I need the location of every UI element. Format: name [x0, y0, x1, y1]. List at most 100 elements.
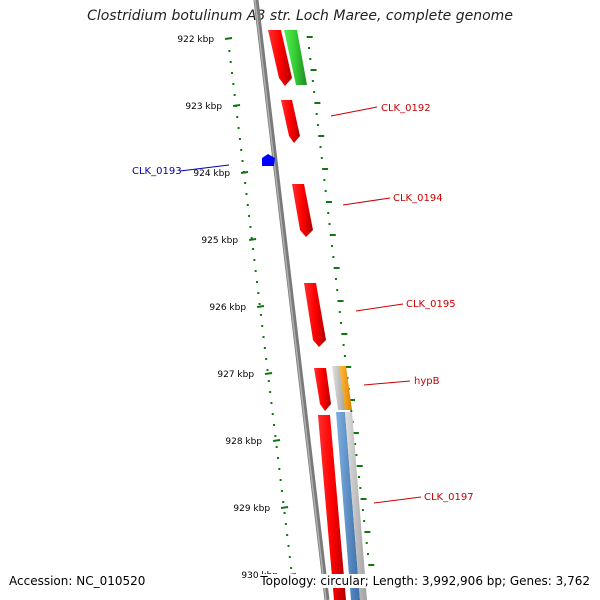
map-title: Clostridium botulinum A3 str. Loch Maree… — [87, 8, 513, 24]
track-dot — [327, 212, 330, 214]
gene-label-clk-0195[interactable]: CLK_0195 — [406, 299, 456, 310]
track-dot — [320, 157, 323, 159]
gene-label-clk-0194[interactable]: CLK_0194 — [393, 193, 443, 204]
genome-summary-text: Topology: circular; Length: 3,992,906 bp… — [258, 574, 590, 588]
track-dot — [328, 223, 331, 225]
leader-line-clk-0195 — [355, 303, 404, 312]
position-tick — [272, 439, 281, 442]
track-dot — [329, 234, 336, 236]
track-dot — [306, 36, 313, 38]
track-dot — [350, 410, 353, 412]
track-dot — [311, 80, 314, 82]
gene-feature-hypb[interactable] — [339, 366, 352, 410]
track-dot — [282, 501, 285, 503]
track-dot — [255, 281, 258, 283]
track-dot — [354, 443, 357, 445]
track-dot — [363, 520, 366, 522]
track-dot — [254, 270, 257, 272]
track-dot — [315, 113, 318, 115]
position-tick-label: 923 kbp — [185, 102, 222, 112]
track-dot — [234, 105, 237, 107]
track-dot — [314, 102, 321, 104]
track-dot — [265, 358, 268, 360]
gene-label-clk-0193[interactable]: CLK_0193 — [132, 166, 182, 177]
track-dot — [290, 567, 293, 569]
track-dot — [279, 479, 282, 481]
gene-label-clk-0197[interactable]: CLK_0197 — [424, 492, 474, 503]
gene-feature-clk-0194[interactable] — [292, 184, 313, 237]
track-dot — [331, 245, 334, 247]
track-dot — [358, 476, 361, 478]
track-dot — [325, 201, 332, 203]
position-tick-label: 924 kbp — [193, 169, 230, 179]
gene-feature-clk-0193[interactable] — [262, 154, 275, 166]
leader-line-clk-0194 — [342, 197, 391, 206]
position-tick — [248, 238, 257, 241]
accession-text: Accession: NC_010520 — [9, 574, 146, 588]
gene-label-hypb[interactable]: hypB — [414, 376, 440, 387]
track-dot — [337, 300, 344, 302]
track-dot — [352, 432, 359, 434]
gene-feature-upstream-green[interactable] — [284, 30, 307, 85]
position-tick-label: 925 kbp — [201, 236, 238, 246]
track-dot — [319, 146, 322, 148]
track-dot — [313, 91, 316, 93]
gene-feature-clk-0197-red[interactable] — [318, 415, 346, 600]
track-dot — [283, 512, 286, 514]
gene-feature-clk-0197-grey[interactable] — [345, 412, 367, 600]
track-dot — [253, 259, 256, 261]
leader-line-clk-0197 — [373, 496, 422, 504]
gene-feature-clk-0195[interactable] — [304, 283, 326, 347]
track-dot — [345, 366, 352, 368]
track-dot — [286, 534, 289, 536]
gene-feature-upstream-red[interactable] — [268, 30, 292, 86]
track-dot — [284, 523, 287, 525]
track-dot — [244, 182, 247, 184]
track-dot — [269, 391, 272, 393]
position-tick — [280, 506, 289, 509]
leader-line-clk-0192 — [330, 106, 378, 117]
track-dot — [324, 190, 327, 192]
track-dot — [276, 457, 279, 459]
track-dot — [360, 498, 367, 500]
track-dot — [361, 509, 364, 511]
track-dot — [233, 94, 236, 96]
track-dot — [334, 278, 337, 280]
track-dot — [238, 138, 241, 140]
track-dot — [271, 413, 274, 415]
gene-label-clk-0192[interactable]: CLK_0192 — [381, 103, 431, 114]
track-dot — [231, 72, 234, 74]
track-dot — [262, 336, 265, 338]
position-tick-label: 922 kbp — [177, 35, 214, 45]
track-dot — [270, 402, 273, 404]
position-tick-label: 926 kbp — [209, 303, 246, 313]
track-dot — [288, 556, 291, 558]
track-dot — [332, 256, 335, 258]
track-dot — [287, 545, 290, 547]
track-dot — [245, 193, 248, 195]
genome-backbone — [253, 0, 330, 600]
position-tick — [224, 37, 233, 40]
track-dot — [322, 168, 329, 170]
track-dot — [316, 124, 319, 126]
gene-feature-clk-0192[interactable] — [281, 100, 300, 143]
gene-feature-red-hypb-region[interactable] — [314, 368, 331, 411]
track-dot — [340, 322, 343, 324]
track-dot — [250, 237, 253, 239]
track-dot — [349, 399, 356, 401]
gene-feature-clk-0197-blue[interactable] — [336, 412, 360, 600]
track-dot — [365, 542, 368, 544]
track-dot — [228, 50, 231, 52]
track-dot — [280, 490, 283, 492]
track-dot — [252, 248, 255, 250]
track-dot — [274, 435, 277, 437]
position-tick-label: 928 kbp — [225, 437, 262, 447]
track-dot — [261, 325, 264, 327]
track-dot — [241, 160, 244, 162]
track-dot — [232, 83, 235, 85]
track-dot — [307, 47, 310, 49]
position-tick — [264, 372, 273, 375]
gene-feature-tan[interactable] — [332, 366, 346, 410]
